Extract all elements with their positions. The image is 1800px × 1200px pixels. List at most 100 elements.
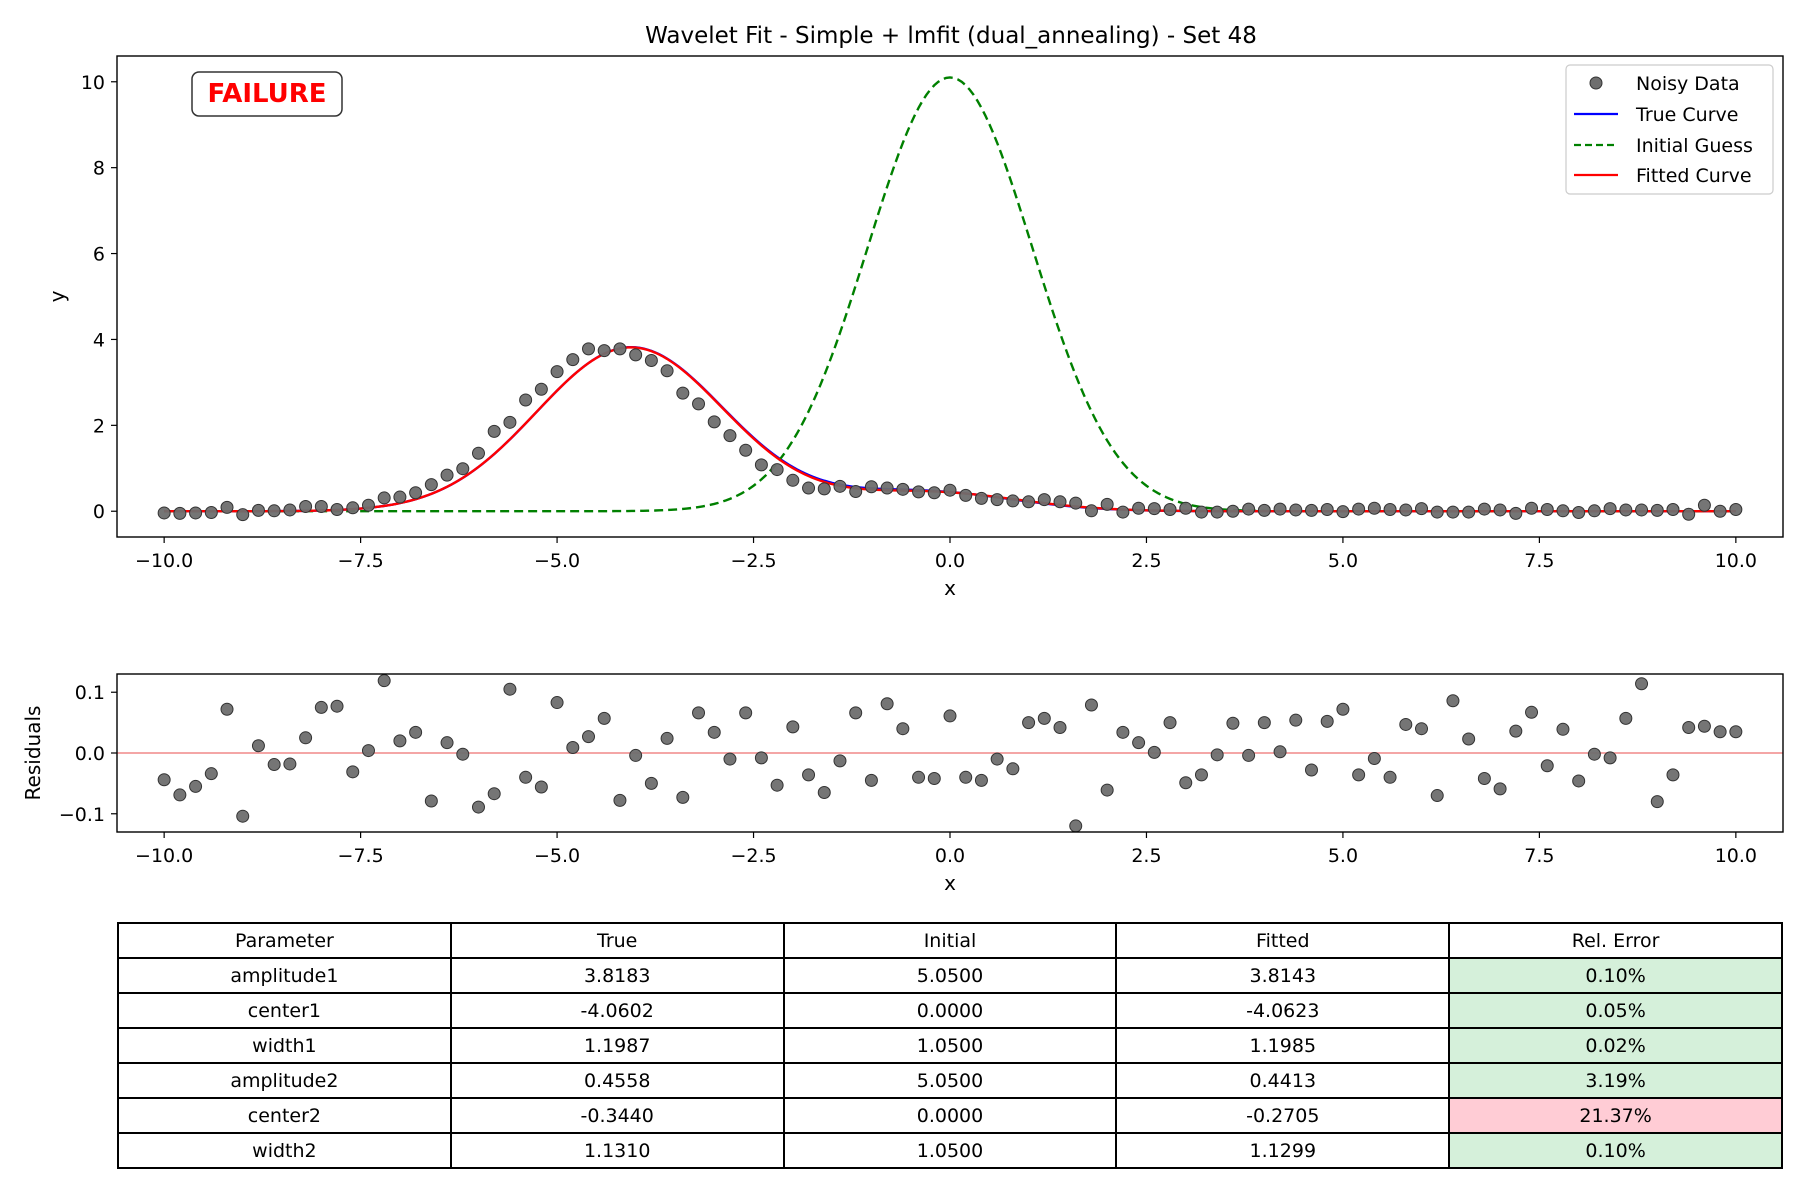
table-cell: 5.0500 xyxy=(782,1062,1118,1099)
residual-point xyxy=(283,757,297,771)
noisy-data-point xyxy=(1477,502,1491,516)
residual-point xyxy=(833,754,847,768)
x-tick-label: −2.5 xyxy=(730,550,776,572)
residual-point xyxy=(1210,748,1224,762)
residual-point xyxy=(1163,716,1177,730)
noisy-data-point xyxy=(974,491,988,505)
y-tick-label: −0.1 xyxy=(59,804,105,826)
residual-point xyxy=(912,770,926,784)
y-tick-label: 6 xyxy=(93,244,105,266)
residual-point xyxy=(613,793,627,807)
noisy-data-point xyxy=(1179,501,1193,515)
residual-point xyxy=(1084,698,1098,712)
residual-point xyxy=(251,739,265,753)
residual-point xyxy=(173,788,187,802)
legend-label-fitted-curve: Fitted Curve xyxy=(1636,165,1752,187)
table-cell: 1.0500 xyxy=(782,1027,1118,1064)
x-tick-label: 5.0 xyxy=(1328,845,1358,867)
noisy-data-point xyxy=(330,503,344,517)
residual-point xyxy=(377,674,391,688)
chart-title: Wavelet Fit - Simple + lmfit (dual_annea… xyxy=(645,23,1257,49)
residual-point xyxy=(1697,719,1711,733)
residual-point xyxy=(676,790,690,804)
table-row: amplitude2 0.4558 5.0500 0.4413 3.19% xyxy=(117,1062,1783,1099)
noisy-data-point xyxy=(597,344,611,358)
noisy-data-point xyxy=(1147,502,1161,516)
residual-point xyxy=(943,709,957,723)
residual-point xyxy=(1682,720,1696,734)
residual-point xyxy=(519,770,533,784)
residual-point xyxy=(409,725,423,739)
y-tick-label: 0 xyxy=(93,501,105,523)
noisy-data-point xyxy=(864,480,878,494)
residual-point xyxy=(927,772,941,786)
noisy-data-point xyxy=(1132,501,1146,515)
residual-point xyxy=(157,773,171,787)
noisy-data-point xyxy=(896,482,910,496)
noisy-data-point xyxy=(157,506,171,520)
rel-error-cell: 0.10% xyxy=(1448,1132,1783,1169)
noisy-data-point xyxy=(566,353,580,367)
residual-point xyxy=(896,722,910,736)
table-row: center1 -4.0602 0.0000 -4.0623 0.05% xyxy=(117,992,1783,1029)
residual-point xyxy=(1069,819,1083,833)
rel-error-cell: 0.10% xyxy=(1448,957,1783,994)
noisy-data-point xyxy=(1572,506,1586,520)
noisy-data-point xyxy=(1383,503,1397,517)
noisy-data-point xyxy=(1525,501,1539,515)
noisy-data-point xyxy=(1650,503,1664,517)
x-axis-label: x xyxy=(944,871,956,895)
noisy-data-point xyxy=(393,490,407,504)
noisy-data-point xyxy=(817,482,831,496)
table-cell: 5.0500 xyxy=(782,957,1118,994)
noisy-data-point xyxy=(236,508,250,522)
failure-badge: FAILURE xyxy=(191,71,343,117)
table-cell: center1 xyxy=(117,992,452,1029)
column-header-rel-error: Rel. Error xyxy=(1448,922,1783,959)
residual-point xyxy=(1603,751,1617,765)
initial-guess-line xyxy=(164,76,1736,513)
residual-point xyxy=(346,765,360,779)
table-cell: -0.2705 xyxy=(1115,1097,1451,1134)
failure-badge-box xyxy=(191,71,343,117)
noisy-data-point xyxy=(1399,503,1413,517)
noisy-data-point xyxy=(1336,505,1350,519)
y-tick-label: 2 xyxy=(93,415,105,437)
table-cell: -4.0602 xyxy=(449,992,785,1029)
noisy-data-point xyxy=(912,485,926,499)
noisy-data-point xyxy=(1022,495,1036,509)
residual-point xyxy=(786,720,800,734)
noisy-data-point xyxy=(314,500,328,514)
rel-error-cell: 21.37% xyxy=(1448,1097,1783,1134)
table-cell: amplitude1 xyxy=(117,957,452,994)
table-cell: 0.0000 xyxy=(782,1097,1118,1134)
residual-point xyxy=(1383,770,1397,784)
residuals-plot-frame xyxy=(116,673,1784,833)
residual-point xyxy=(1132,736,1146,750)
x-tick-label: −10.0 xyxy=(135,845,193,867)
residual-point xyxy=(1399,717,1413,731)
noisy-data-point xyxy=(1304,503,1318,517)
residual-point xyxy=(1367,751,1381,765)
residual-point xyxy=(361,744,375,758)
noisy-data-point xyxy=(377,491,391,505)
x-tick-label: 10.0 xyxy=(1715,550,1757,572)
residual-point xyxy=(440,736,454,750)
residual-point xyxy=(1477,772,1491,786)
noisy-data-point xyxy=(1729,503,1743,517)
noisy-data-point xyxy=(440,468,454,482)
noisy-data-point xyxy=(739,443,753,457)
residual-point xyxy=(1666,768,1680,782)
table-row: center2 -0.3440 0.0000 -0.2705 21.37% xyxy=(117,1097,1783,1134)
column-header-true: True xyxy=(449,922,785,959)
table-cell: 1.0500 xyxy=(782,1132,1118,1169)
residual-point xyxy=(1635,677,1649,691)
noisy-data-point xyxy=(283,503,297,517)
residual-point xyxy=(424,794,438,808)
residual-point xyxy=(1430,789,1444,803)
noisy-data-point xyxy=(644,353,658,367)
table-row: width2 1.1310 1.0500 1.1299 0.10% xyxy=(117,1132,1783,1169)
residual-point xyxy=(1242,748,1256,762)
noisy-data-point xyxy=(503,415,517,429)
residual-point xyxy=(1053,720,1067,734)
